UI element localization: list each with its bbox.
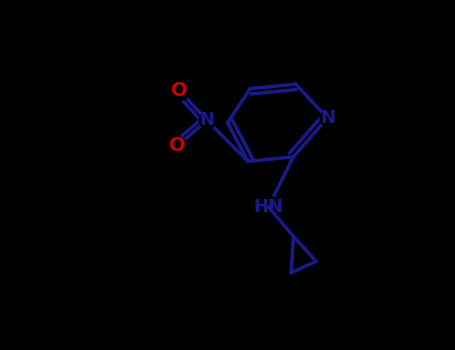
Text: N: N — [320, 109, 335, 127]
Text: HN: HN — [253, 198, 283, 216]
Text: O: O — [172, 82, 188, 100]
Text: O: O — [169, 136, 186, 155]
Text: N: N — [200, 111, 215, 130]
